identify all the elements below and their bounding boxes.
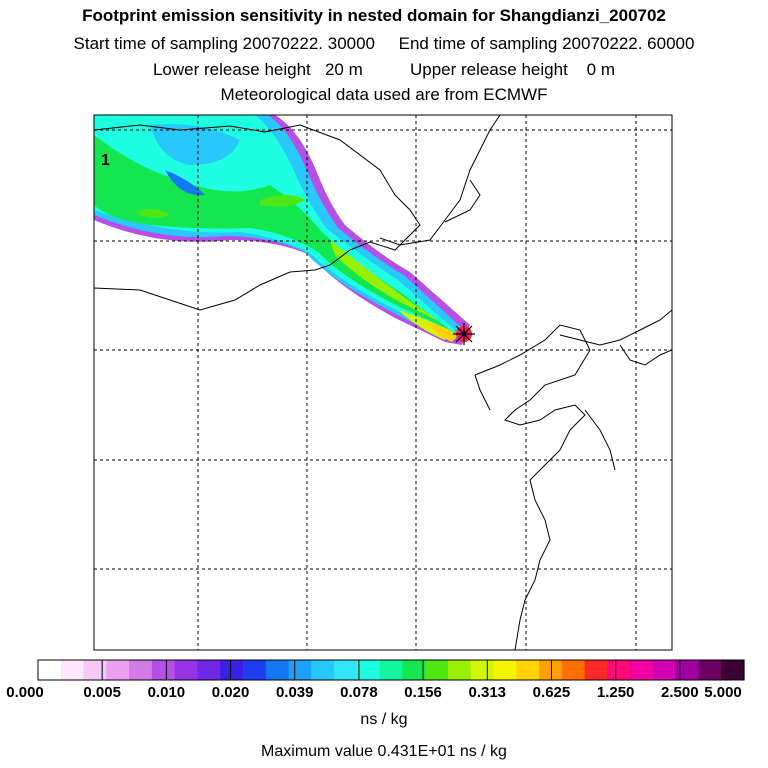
colorbar-segment	[676, 660, 699, 680]
colorbar-tick-label: 0.625	[533, 684, 571, 701]
colorbar-segment	[334, 660, 357, 680]
colorbar-segment	[425, 660, 448, 680]
colorbar-segment	[516, 660, 539, 680]
colorbar-segment	[220, 660, 243, 680]
colorbar-tick-label: 5.000	[704, 684, 742, 701]
colorbar-segment	[539, 660, 562, 680]
colorbar-segment	[152, 660, 175, 680]
colorbar-segment	[585, 660, 608, 680]
colorbar-segment	[84, 660, 107, 680]
colorbar-segment	[721, 660, 744, 680]
colorbar-segment	[493, 660, 516, 680]
receptor-star-icon	[453, 323, 475, 345]
colorbar-segment	[448, 660, 471, 680]
colorbar-segment	[630, 660, 653, 680]
colorbar-tick-label: 2.500	[661, 684, 699, 701]
colorbar	[38, 660, 745, 680]
colorbar-segment	[562, 660, 585, 680]
colorbar-segment	[197, 660, 220, 680]
colorbar-segment	[357, 660, 380, 680]
colorbar-tick-label: 0.020	[212, 684, 250, 701]
colorbar-segment	[106, 660, 129, 680]
colorbar-tick-label: 0.000	[6, 684, 44, 701]
colorbar-segment	[61, 660, 84, 680]
colorbar-segment	[698, 660, 721, 680]
colorbar-segment	[607, 660, 630, 680]
max-value-text: Maximum value 0.431E+01 ns / kg	[0, 743, 768, 761]
colorbar-tick-label: 0.156	[404, 684, 442, 701]
colorbar-segment	[38, 660, 61, 680]
plume-label: 1	[101, 152, 110, 169]
colorbar-segment	[653, 660, 676, 680]
colorbar-segment	[402, 660, 425, 680]
colorbar-tick-label: 0.010	[148, 684, 186, 701]
colorbar-tick-label: 0.313	[468, 684, 506, 701]
colorbar-segment	[289, 660, 312, 680]
colorbar-tick-label: 1.250	[597, 684, 635, 701]
colorbar-segment	[471, 660, 494, 680]
colorbar-segment	[129, 660, 152, 680]
colorbar-segment	[311, 660, 334, 680]
colorbar-segment	[243, 660, 266, 680]
colorbar-units: ns / kg	[0, 711, 768, 729]
colorbar-tick-label: 0.078	[340, 684, 378, 701]
colorbar-segment	[175, 660, 198, 680]
colorbar-segment	[380, 660, 403, 680]
colorbar-tick-label: 0.039	[276, 684, 314, 701]
colorbar-tick-label: 0.005	[83, 684, 121, 701]
colorbar-segment	[266, 660, 289, 680]
